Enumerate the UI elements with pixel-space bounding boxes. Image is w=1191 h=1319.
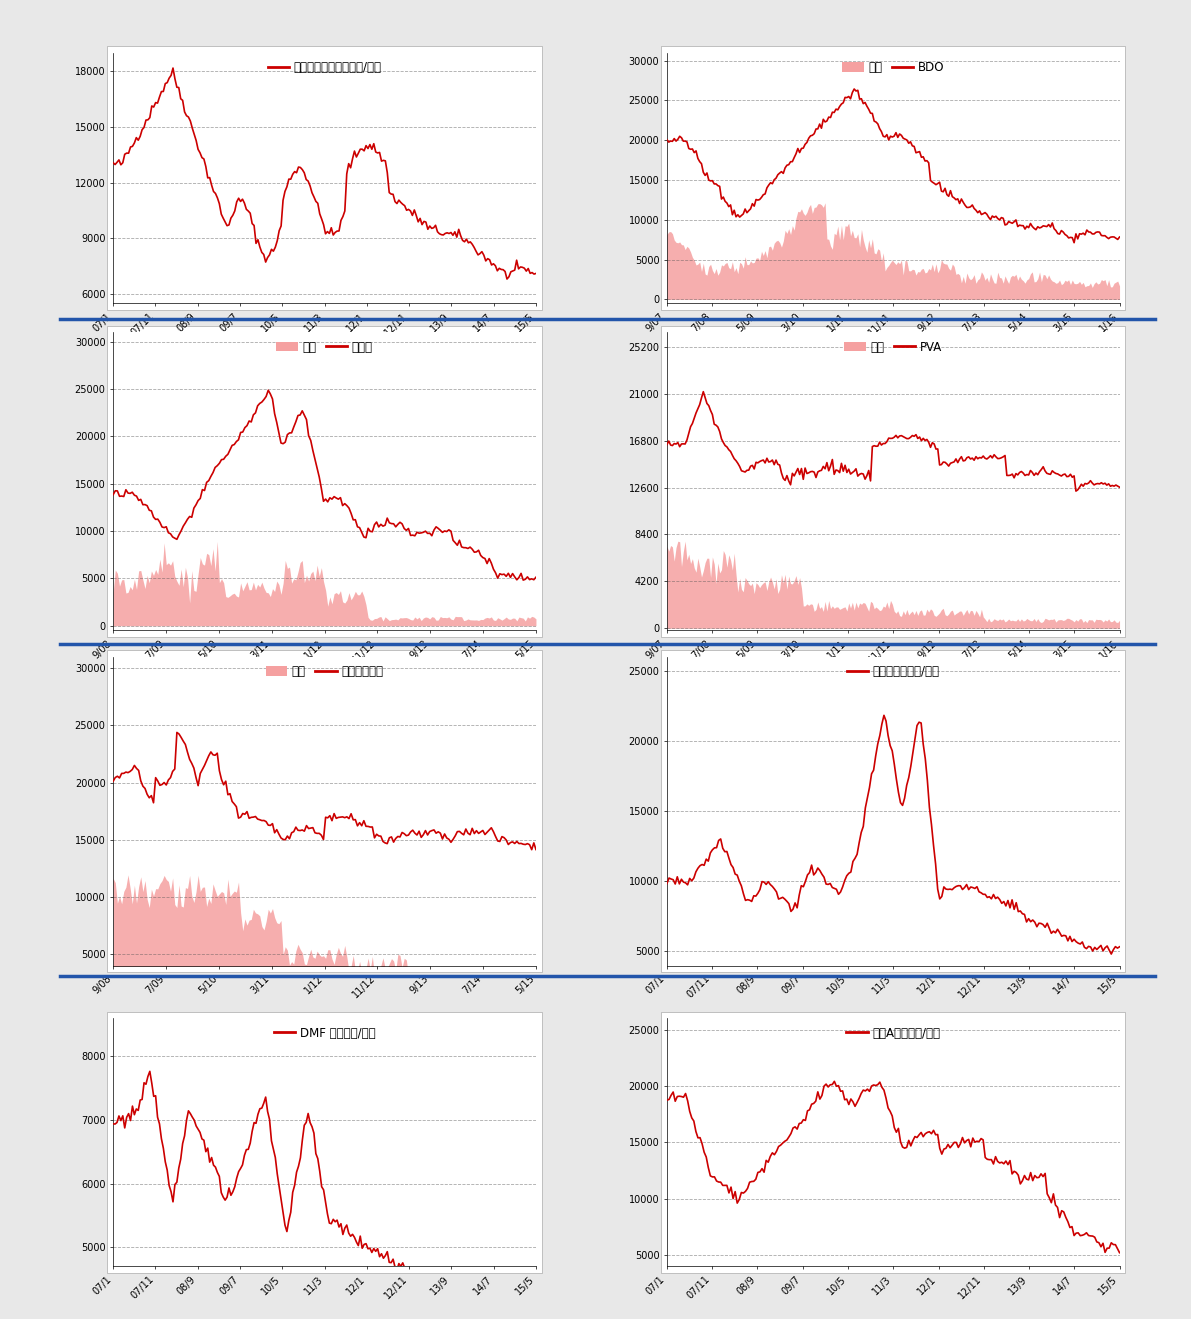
Legend: 价差, BDO: 价差, BDO xyxy=(840,58,947,77)
Legend: 价差, PVA: 价差, PVA xyxy=(842,338,944,356)
Legend: 甲乙醇华东（元/吨）: 甲乙醇华东（元/吨） xyxy=(844,662,942,681)
Legend: DMF 华东（元/吨）: DMF 华东（元/吨） xyxy=(272,1024,378,1042)
Legend: 价差, 甲基环硬氧烷: 价差, 甲基环硬氧烷 xyxy=(263,662,386,681)
Legend: 环氧乙烷上海石化（元/吨）: 环氧乙烷上海石化（元/吨） xyxy=(266,58,384,77)
Legend: 双酚A华东（元/吨）: 双酚A华东（元/吨） xyxy=(844,1024,942,1042)
Legend: 价差, 己二酸: 价差, 己二酸 xyxy=(274,338,375,356)
